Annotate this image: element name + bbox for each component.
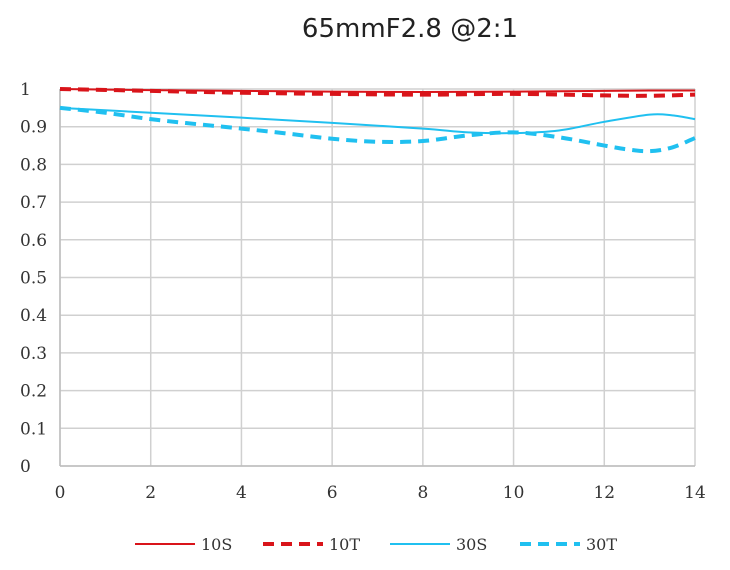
x-tick-label: 8 [417,483,428,503]
legend-label-10t: 10T [329,535,360,554]
y-tick-label: 0.9 [20,118,47,138]
series-line-30t [59,105,696,154]
legend-label-30t: 30T [586,535,617,554]
y-tick-label: 0.2 [20,382,47,402]
x-tick-label: 12 [593,483,615,503]
x-tick-label: 14 [684,483,706,503]
y-tick-label: 0.5 [20,269,47,289]
y-tick-label: 0.6 [20,231,47,251]
series-line-30s [59,106,696,135]
y-tick-label: 0.7 [20,193,47,213]
x-tick-label: 2 [145,483,156,503]
x-tick-label: 0 [55,483,66,503]
y-tick-label: 0.4 [20,306,47,326]
x-tick-label: 10 [503,483,525,503]
y-tick-label: 0.3 [20,344,47,364]
y-tick-label: 0.1 [20,419,47,439]
x-tick-label: 4 [236,483,247,503]
y-tick-label: 0 [20,457,31,477]
series-line-10t [59,87,696,98]
legend-label-30s: 30S [456,535,487,554]
chart-title: 65mmF2.8 @2:1 [301,14,519,44]
x-tick-label: 6 [327,483,338,503]
y-tick-label: 0.8 [20,155,47,175]
legend-label-10s: 10S [201,535,232,554]
y-tick-label: 1 [20,80,31,100]
